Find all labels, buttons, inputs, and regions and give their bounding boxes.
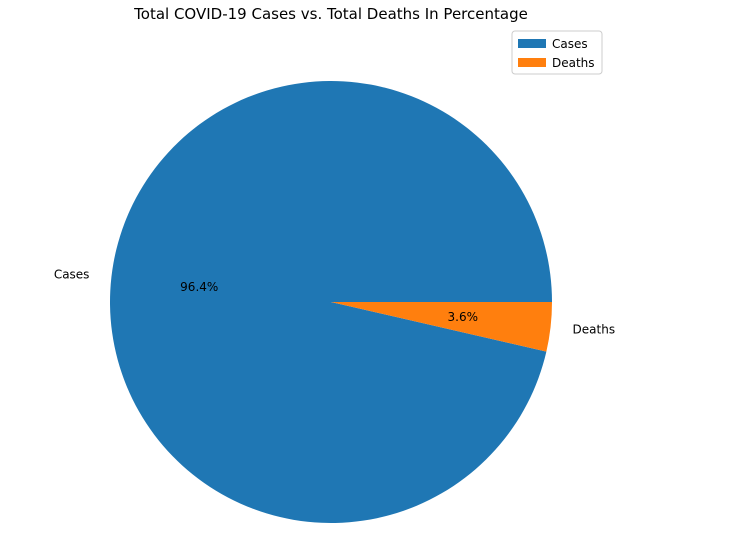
pie-slices bbox=[110, 81, 553, 524]
pie-slice-deaths bbox=[331, 302, 552, 352]
chart-title: Total COVID-19 Cases vs. Total Deaths In… bbox=[133, 5, 528, 23]
slice-percent-deaths: 3.6% bbox=[448, 310, 479, 324]
legend-swatch-cases bbox=[518, 39, 546, 48]
legend: Cases Deaths bbox=[511, 30, 603, 75]
slice-percent-cases: 96.4% bbox=[180, 280, 218, 294]
legend-label-cases: Cases bbox=[552, 37, 588, 51]
slice-label-cases: Cases bbox=[54, 268, 90, 282]
legend-label-deaths: Deaths bbox=[552, 56, 595, 70]
slice-labels: Cases 96.4% Deaths 3.6% bbox=[54, 268, 615, 337]
pie-slice-cases bbox=[110, 81, 553, 524]
slice-label-deaths: Deaths bbox=[573, 322, 616, 336]
legend-swatch-deaths bbox=[518, 58, 546, 67]
